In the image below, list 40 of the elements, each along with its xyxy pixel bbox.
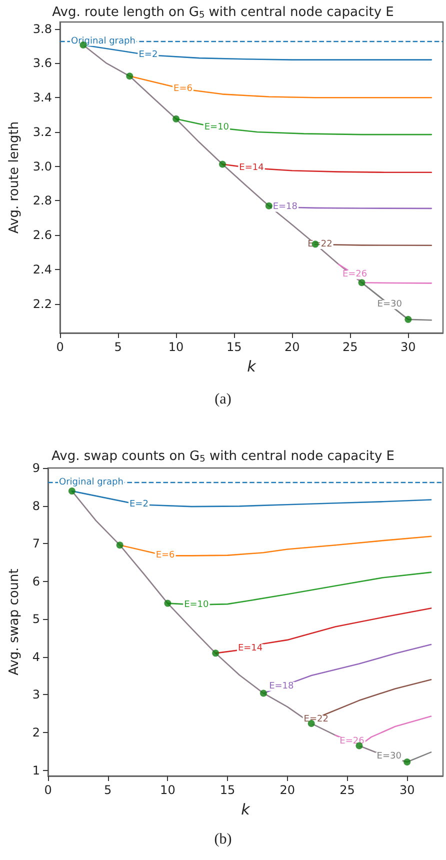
y-tick-label: 8 bbox=[32, 498, 40, 513]
y-tick-label: 3.2 bbox=[32, 124, 52, 139]
text: (b) bbox=[214, 832, 232, 848]
y-tick-label: 3.4 bbox=[32, 90, 52, 105]
y-tick-label: 2.2 bbox=[32, 296, 52, 311]
y-tick-label: 2.4 bbox=[32, 262, 52, 276]
x-tick-label: 5 bbox=[114, 340, 122, 354]
y-tick-label: 5 bbox=[32, 612, 40, 626]
x-tick-label: 15 bbox=[226, 340, 242, 354]
y-tick-label: 3.8 bbox=[32, 22, 52, 36]
y-tick-label: 7 bbox=[32, 536, 40, 551]
y-tick-label: 1 bbox=[32, 763, 40, 778]
x-tick-label: 10 bbox=[168, 340, 184, 354]
x-tick-label: 30 bbox=[400, 340, 416, 354]
x-tick-label: 0 bbox=[56, 340, 64, 354]
y-axis-title: Avg. route length bbox=[7, 121, 22, 234]
x-tick-label: 10 bbox=[160, 783, 176, 797]
x-tick-label: 0 bbox=[44, 783, 52, 797]
x-tick-label: 25 bbox=[340, 783, 355, 797]
y-tick-label: 9 bbox=[32, 461, 40, 475]
y-tick-label: 2.6 bbox=[32, 228, 52, 242]
y-tick-label: 3.0 bbox=[32, 159, 52, 174]
y-tick-label: 6 bbox=[32, 574, 40, 588]
x-tick-label: 30 bbox=[399, 783, 415, 797]
x-tick-label: 15 bbox=[220, 783, 236, 797]
x-tick-label: 5 bbox=[104, 783, 112, 797]
x-tick-label: 20 bbox=[284, 340, 300, 354]
x-tick-label: 25 bbox=[342, 340, 358, 354]
y-tick-label: 3.6 bbox=[32, 56, 52, 70]
x-axis-title: k bbox=[241, 800, 252, 818]
ref-line-label: Original graph bbox=[59, 477, 124, 488]
x-axis-title: k bbox=[247, 358, 258, 376]
ref-line-label: Original graph bbox=[71, 36, 136, 46]
y-tick-label: 2 bbox=[32, 726, 40, 740]
y-tick-label: 3 bbox=[32, 688, 40, 702]
x-tick-label: 20 bbox=[280, 783, 296, 797]
y-tick-label: 4 bbox=[32, 650, 40, 664]
text: (a) bbox=[214, 392, 232, 408]
y-tick-label: 2.8 bbox=[32, 194, 52, 208]
y-axis-title: Avg. swap count bbox=[7, 568, 22, 676]
